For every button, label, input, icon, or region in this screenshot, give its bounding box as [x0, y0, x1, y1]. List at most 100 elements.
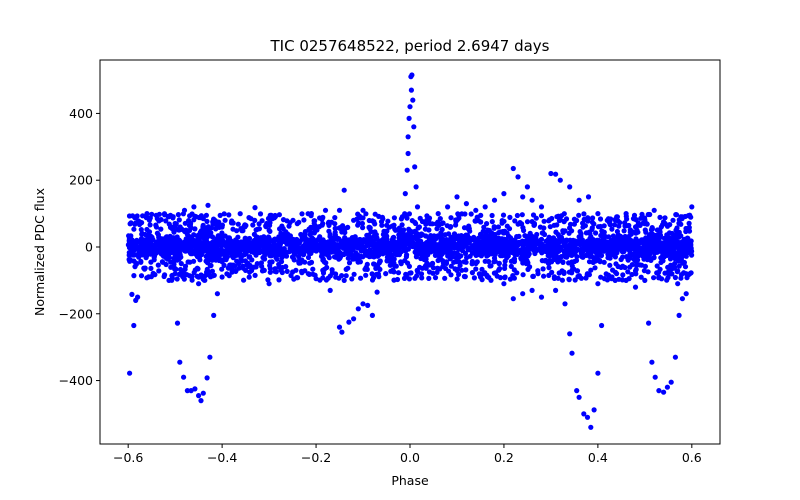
data-point	[126, 233, 132, 239]
data-point	[413, 220, 419, 227]
data-point	[484, 221, 490, 227]
data-point	[336, 207, 343, 213]
y-tick-label: −400	[59, 373, 93, 388]
data-point	[589, 253, 595, 259]
data-point	[126, 252, 132, 258]
data-point	[446, 231, 452, 237]
data-point	[407, 104, 413, 110]
data-point	[579, 252, 585, 258]
data-point	[154, 241, 160, 247]
data-point	[559, 277, 566, 283]
data-point	[319, 215, 326, 221]
data-point	[604, 239, 610, 245]
data-point	[678, 275, 684, 281]
data-point	[533, 215, 539, 221]
data-point	[675, 268, 681, 274]
data-point	[672, 260, 678, 267]
data-point	[594, 247, 601, 254]
data-point	[142, 265, 148, 271]
data-point	[373, 265, 379, 271]
data-point	[327, 287, 333, 293]
data-point	[242, 250, 248, 256]
data-point	[510, 165, 516, 172]
data-point	[672, 274, 679, 281]
data-point	[196, 274, 202, 280]
x-tick-label: −0.6	[113, 450, 143, 465]
data-point	[546, 265, 552, 271]
data-point	[422, 226, 428, 232]
data-point	[185, 259, 191, 265]
data-point	[326, 248, 332, 254]
data-point	[679, 214, 686, 220]
data-point	[350, 256, 356, 262]
data-point	[234, 228, 240, 234]
data-point	[324, 264, 330, 271]
data-point	[399, 214, 405, 220]
data-point	[225, 238, 231, 244]
data-point	[494, 236, 500, 242]
data-point	[497, 266, 503, 272]
data-point	[368, 235, 374, 241]
data-point	[263, 242, 269, 248]
data-point	[519, 221, 525, 227]
data-point	[205, 202, 211, 208]
data-point	[301, 243, 307, 249]
data-point	[456, 271, 462, 277]
data-point	[209, 268, 215, 274]
data-point	[672, 243, 678, 249]
data-point	[412, 249, 418, 255]
data-point	[667, 256, 674, 262]
data-point	[177, 238, 183, 245]
data-point	[463, 267, 469, 273]
data-point	[364, 261, 370, 267]
data-point	[407, 230, 413, 236]
data-point	[510, 296, 516, 302]
data-point	[551, 246, 557, 252]
data-point	[489, 219, 495, 225]
data-point	[683, 291, 689, 297]
data-point	[369, 312, 375, 318]
data-point	[127, 258, 133, 264]
data-point	[312, 226, 318, 233]
data-point	[264, 248, 270, 254]
data-point	[439, 226, 445, 233]
data-point	[410, 97, 416, 103]
data-point	[278, 267, 284, 273]
data-point	[267, 269, 273, 275]
data-point	[620, 272, 626, 278]
data-point	[659, 249, 666, 255]
data-point	[689, 252, 695, 258]
data-point	[253, 252, 259, 258]
data-point	[161, 211, 168, 217]
data-point	[342, 235, 348, 241]
data-point	[595, 224, 602, 230]
data-point	[302, 230, 308, 236]
data-point	[278, 230, 284, 236]
data-point	[614, 271, 620, 277]
data-point	[576, 212, 582, 218]
data-point	[682, 251, 689, 257]
data-point	[211, 312, 217, 318]
data-point	[482, 270, 488, 276]
data-point	[317, 234, 323, 240]
data-point	[588, 424, 594, 430]
data-point	[499, 252, 505, 258]
data-point	[329, 267, 335, 273]
data-point	[569, 259, 575, 265]
data-point	[580, 224, 586, 230]
data-point	[454, 276, 460, 282]
data-point	[511, 275, 517, 281]
data-point	[294, 275, 300, 281]
data-point	[521, 248, 527, 254]
data-point	[611, 222, 618, 228]
data-point	[403, 271, 409, 277]
data-point	[158, 226, 164, 232]
data-point	[642, 263, 649, 269]
chart-title: TIC 0257648522, period 2.6947 days	[269, 37, 549, 55]
data-point	[158, 217, 164, 223]
data-point	[597, 216, 604, 222]
data-point	[265, 236, 271, 243]
data-point	[609, 226, 615, 232]
data-point	[348, 248, 354, 254]
data-point	[426, 217, 432, 223]
